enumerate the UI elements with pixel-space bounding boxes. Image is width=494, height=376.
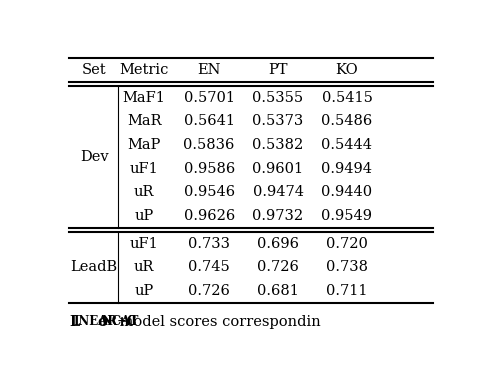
Text: o: o [97,315,107,329]
Text: 0.9474: 0.9474 [252,185,303,200]
Text: 0.5444: 0.5444 [322,138,372,152]
Text: 0.681: 0.681 [257,284,299,298]
Text: 0.9601: 0.9601 [252,162,304,176]
Text: model scores correspondin: model scores correspondin [115,315,321,329]
Text: 0.711: 0.711 [326,284,368,298]
Text: uR: uR [134,261,154,274]
Text: 0.9494: 0.9494 [322,162,372,176]
Text: 0.696: 0.696 [257,237,299,251]
Text: PT: PT [268,63,288,77]
Text: 0.9586: 0.9586 [184,162,235,176]
Text: 0.9626: 0.9626 [184,209,235,223]
Text: uF1: uF1 [130,162,159,176]
Text: LeadB: LeadB [71,261,118,274]
Text: 0.5486: 0.5486 [322,114,372,128]
Text: Dev: Dev [80,150,109,164]
Text: KO: KO [335,63,358,77]
Text: 0.733: 0.733 [188,237,230,251]
Text: 0.5373: 0.5373 [252,114,304,128]
Text: uP: uP [134,209,154,223]
Text: 0.5641: 0.5641 [184,114,235,128]
Text: 0.5415: 0.5415 [322,91,372,105]
Text: 0.5701: 0.5701 [184,91,235,105]
Text: 0.9549: 0.9549 [322,209,372,223]
Text: MaF1: MaF1 [123,91,165,105]
Text: 0.9440: 0.9440 [322,185,372,200]
Text: uR: uR [134,185,154,200]
Text: uF1: uF1 [130,237,159,251]
Text: INEAR+C: INEAR+C [74,315,137,327]
Text: Set: Set [82,63,107,77]
Text: 0.745: 0.745 [188,261,230,274]
Text: 0.5382: 0.5382 [252,138,304,152]
Text: NCAT: NCAT [102,315,139,327]
Text: 0.5836: 0.5836 [183,138,235,152]
Text: uP: uP [134,284,154,298]
Text: 0.5355: 0.5355 [252,91,304,105]
Text: Metric: Metric [120,63,169,77]
Text: 0.726: 0.726 [257,261,299,274]
Text: EN: EN [198,63,221,77]
Text: 0.720: 0.720 [326,237,368,251]
Text: 0.9546: 0.9546 [184,185,235,200]
Text: L: L [69,315,80,329]
Text: 0.9732: 0.9732 [252,209,304,223]
Text: MaP: MaP [127,138,161,152]
Text: 0.726: 0.726 [188,284,230,298]
Text: 0.738: 0.738 [326,261,368,274]
Text: MaR: MaR [127,114,162,128]
